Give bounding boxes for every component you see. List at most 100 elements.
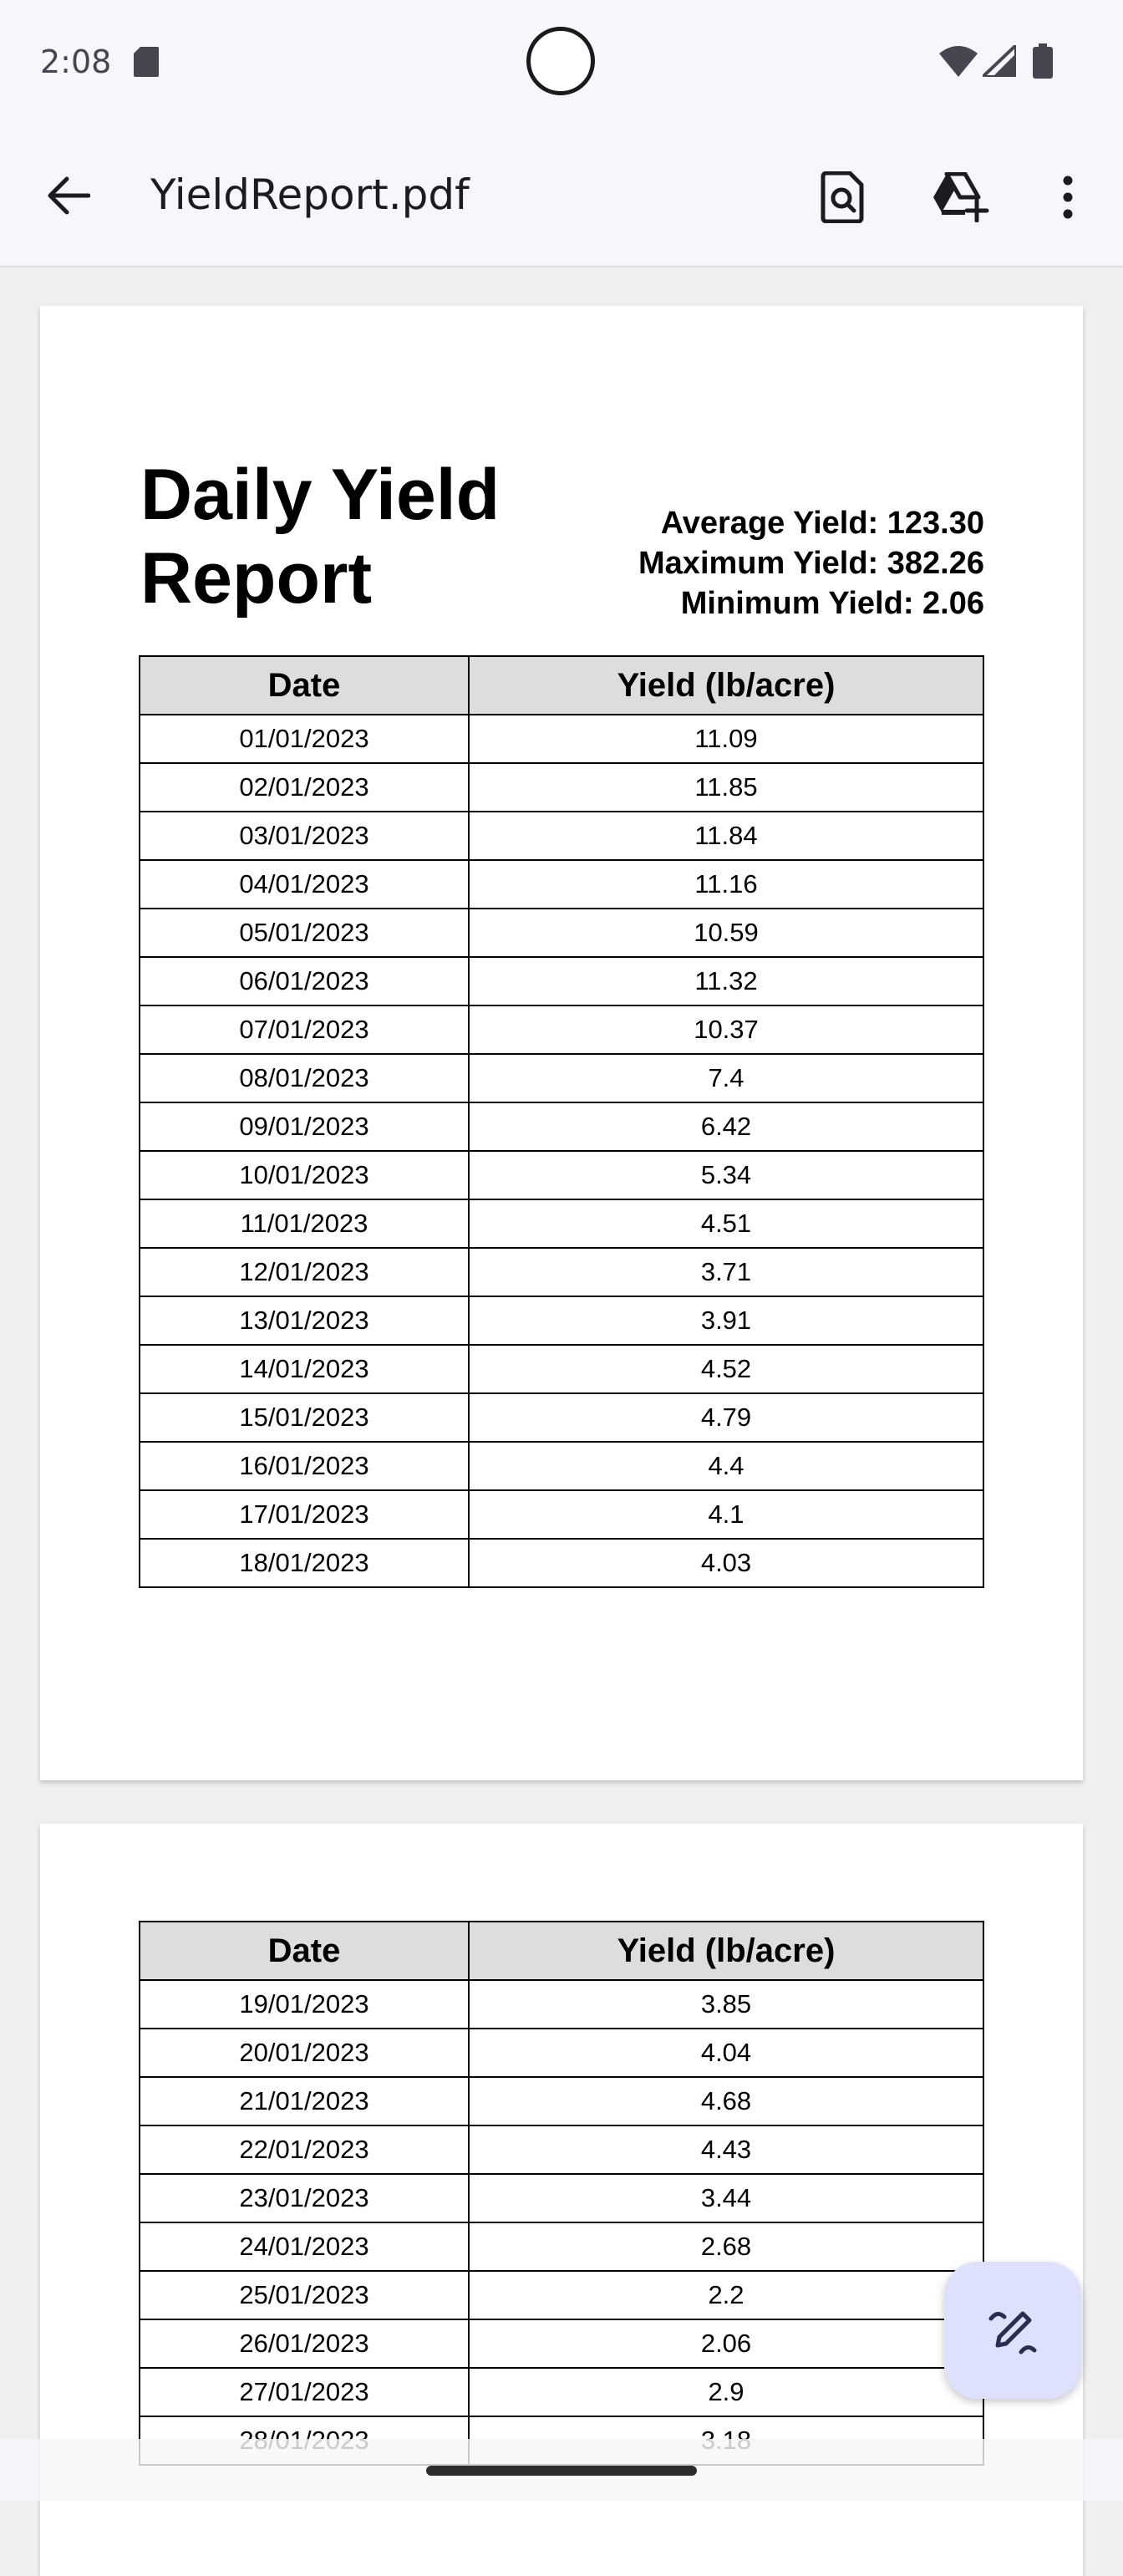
app-title: YieldReport.pdf [150,171,470,219]
yield-cell: 4.52 [468,1344,984,1394]
date-cell: 01/01/2023 [139,714,470,764]
yield-cell: 4.1 [468,1489,984,1540]
table-row: 26/01/2023 2.06 [139,2319,984,2369]
yield-cell: 7.4 [468,1053,984,1103]
maximum-yield: Maximum Yield: 382.26 [638,546,984,581]
report-title: Daily Yield Report [140,453,500,620]
yield-cell: 11.85 [468,762,984,812]
table-row: 06/01/2023 11.32 [139,956,984,1006]
date-cell: 02/01/2023 [139,762,470,812]
yield-cell: 3.85 [468,1979,984,2029]
date-cell: 18/01/2023 [139,1538,470,1588]
yield-cell: 2.06 [468,2319,984,2369]
front-camera [526,27,595,95]
table-row: 21/01/2023 4.68 [139,2076,984,2126]
yield-column-header: Yield (lb/acre) [468,1921,984,1981]
date-cell: 04/01/2023 [139,859,470,909]
table-header-row: Date Yield (lb/acre) [139,655,984,715]
table-row: 01/01/2023 11.09 [139,714,984,764]
battery-icon [1033,43,1053,79]
date-cell: 17/01/2023 [139,1489,470,1540]
date-cell: 15/01/2023 [139,1392,470,1443]
date-column-header: Date [139,655,470,715]
date-cell: 16/01/2023 [139,1441,470,1491]
yield-cell: 2.68 [468,2222,984,2272]
yield-cell: 6.42 [468,1102,984,1152]
date-cell: 13/01/2023 [139,1296,470,1346]
find-in-page-icon [821,171,864,223]
yield-cell: 10.59 [468,908,984,958]
yield-cell: 11.16 [468,859,984,909]
status-bar: 2:08 [0,0,1123,125]
yield-cell: 10.37 [468,1005,984,1055]
date-cell: 05/01/2023 [139,908,470,958]
yield-cell: 5.34 [468,1150,984,1200]
table-row: 05/01/2023 10.59 [139,908,984,958]
more-vert-icon [1063,176,1073,219]
status-time: 2:08 [40,43,112,80]
yield-cell: 4.04 [468,2028,984,2078]
report-title-line-2: Report [140,538,373,619]
navigation-handle[interactable] [426,2466,697,2476]
date-cell: 24/01/2023 [139,2222,470,2272]
date-cell: 03/01/2023 [139,811,470,861]
yield-cell: 11.32 [468,956,984,1006]
yield-cell: 4.4 [468,1441,984,1491]
date-cell: 10/01/2023 [139,1150,470,1200]
table-row: 04/01/2023 11.16 [139,859,984,909]
yield-column-header: Yield (lb/acre) [468,655,984,715]
pdf-page-1[interactable]: Daily Yield Report Average Yield: 123.30… [40,306,1083,1780]
date-cell: 09/01/2023 [139,1102,470,1152]
table-row: 03/01/2023 11.84 [139,811,984,861]
yield-cell: 4.79 [468,1392,984,1443]
add-to-drive-button[interactable] [926,164,996,231]
yield-cell: 4.68 [468,2076,984,2126]
signal-icon [983,45,1016,77]
find-in-page-button[interactable] [809,164,876,231]
more-options-button[interactable] [1036,164,1100,231]
table-row: 17/01/2023 4.1 [139,1489,984,1540]
table-row: 16/01/2023 4.4 [139,1441,984,1491]
date-cell: 06/01/2023 [139,956,470,1006]
yield-table-page-2: Date Yield (lb/acre) 19/01/2023 3.85 20/01… [139,1921,984,2466]
table-row: 08/01/2023 7.4 [139,1053,984,1103]
date-cell: 20/01/2023 [139,2028,470,2078]
date-column-header: Date [139,1921,470,1981]
yield-cell: 11.09 [468,714,984,764]
table-row: 02/01/2023 11.85 [139,762,984,812]
yield-table-page-1: Date Yield (lb/acre) 01/01/2023 11.09 02/0… [139,655,984,1588]
minimum-yield: Minimum Yield: 2.06 [680,586,984,621]
yield-cell: 3.91 [468,1296,984,1346]
report-title-line-1: Daily Yield [140,455,501,535]
yield-cell: 2.2 [468,2270,984,2320]
table-row: 19/01/2023 3.85 [139,1979,984,2029]
add-to-drive-icon [933,172,989,222]
date-cell: 08/01/2023 [139,1053,470,1103]
yield-cell: 3.44 [468,2173,984,2223]
average-yield: Average Yield: 123.30 [660,506,984,541]
app-bar: YieldReport.pdf [0,125,1123,267]
table-row: 15/01/2023 4.79 [139,1392,984,1443]
date-cell: 19/01/2023 [139,1979,470,2029]
edit-pen-icon [988,2311,1037,2355]
table-row: 07/01/2023 10.37 [139,1005,984,1055]
table-row: 24/01/2023 2.68 [139,2222,984,2272]
date-cell: 22/01/2023 [139,2125,470,2175]
yield-cell: 3.71 [468,1247,984,1297]
arrow-back-icon [48,176,90,215]
table-row: 10/01/2023 5.34 [139,1150,984,1200]
table-header-row: Date Yield (lb/acre) [139,1921,984,1981]
sd-card-icon [134,47,159,77]
table-row: 20/01/2023 4.04 [139,2028,984,2078]
back-button[interactable] [37,164,100,227]
date-cell: 12/01/2023 [139,1247,470,1297]
yield-cell: 4.03 [468,1538,984,1588]
date-cell: 26/01/2023 [139,2319,470,2369]
table-row: 27/01/2023 2.9 [139,2367,984,2417]
yield-stats: Average Yield: 123.30 Maximum Yield: 382… [638,503,984,624]
date-cell: 21/01/2023 [139,2076,470,2126]
edit-fab-button[interactable] [944,2262,1081,2399]
date-cell: 27/01/2023 [139,2367,470,2417]
table-row: 12/01/2023 3.71 [139,1247,984,1297]
date-cell: 23/01/2023 [139,2173,470,2223]
